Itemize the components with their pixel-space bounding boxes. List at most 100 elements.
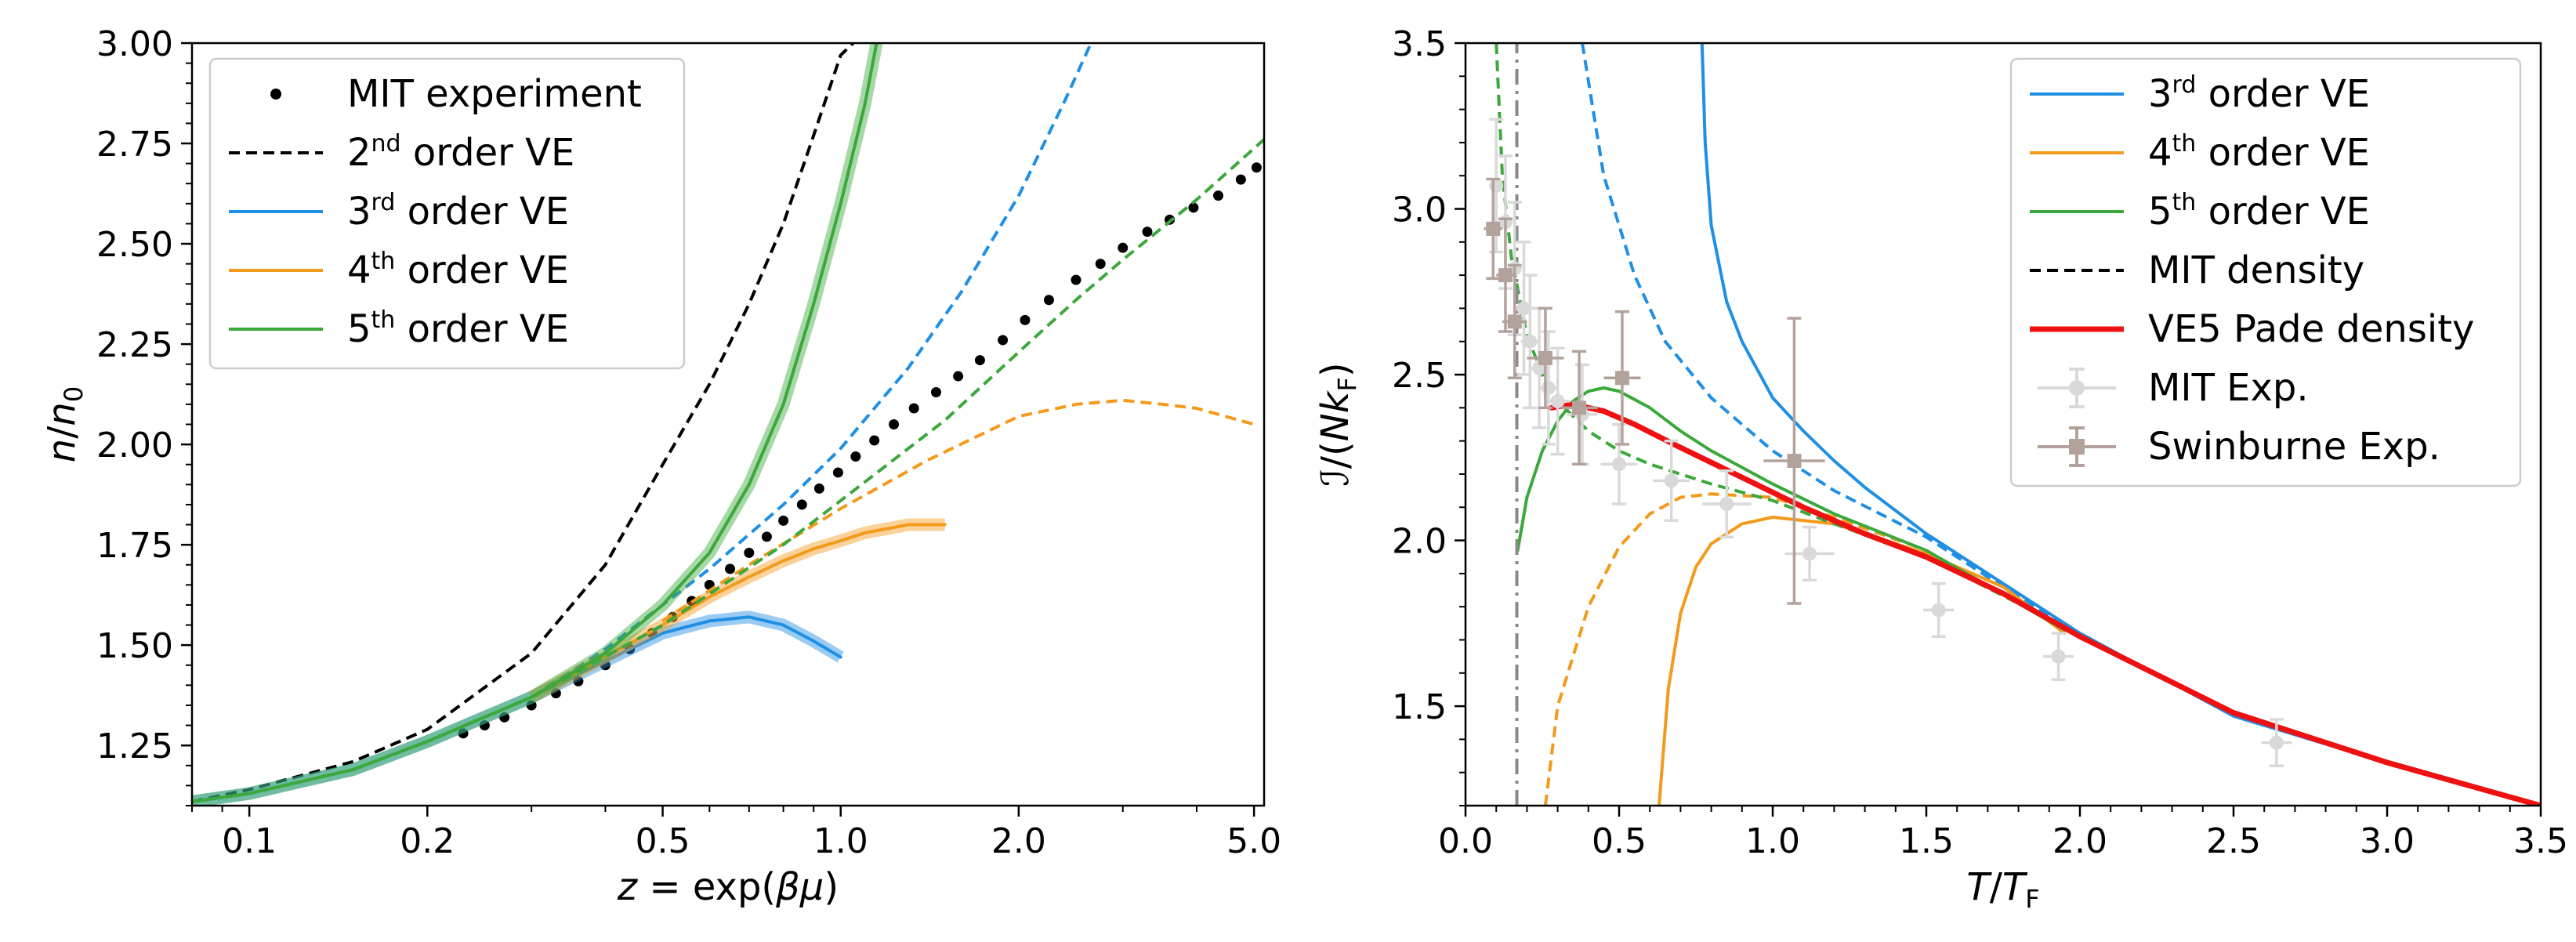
y-tick-label: 2.75 xyxy=(96,125,173,165)
series-line xyxy=(531,43,1092,699)
data-point xyxy=(526,700,537,711)
series-line xyxy=(1495,43,2066,629)
y-tick-label: 1.25 xyxy=(96,726,173,766)
legend-label: 3rd order VE xyxy=(2148,71,2370,116)
data-point xyxy=(1213,190,1224,201)
data-point xyxy=(832,467,843,478)
data-point xyxy=(1118,242,1129,253)
errorbar-point xyxy=(1545,346,1571,456)
data-point xyxy=(458,728,469,739)
data-point xyxy=(1043,295,1054,306)
data-point xyxy=(1251,162,1262,173)
data-point xyxy=(974,355,985,366)
legend-label: 4th order VE xyxy=(2148,130,2370,175)
data-point xyxy=(778,515,789,526)
y-tick-label: 1.5 xyxy=(1392,687,1447,727)
legend-label: Swinburne Exp. xyxy=(2148,425,2440,469)
x-tick-label: 0.5 xyxy=(1592,821,1647,861)
x-tick-label: 0.0 xyxy=(1438,821,1493,861)
data-point xyxy=(1095,259,1106,270)
x-tick-label: 0.1 xyxy=(222,821,277,861)
x-tick-label: 1.0 xyxy=(813,821,868,861)
errorbar-point xyxy=(1701,469,1752,539)
data-point xyxy=(813,483,824,494)
data-point xyxy=(850,451,861,462)
legend-entry: Swinburne Exp. xyxy=(2038,425,2440,469)
legend-label: MIT experiment xyxy=(347,72,642,116)
y-tick-label: 2.50 xyxy=(96,225,173,265)
data-point xyxy=(1188,202,1199,213)
x-tick-label: 2.0 xyxy=(991,821,1046,861)
y-tick-label: 2.25 xyxy=(96,325,173,365)
errorbar-point xyxy=(2261,718,2292,767)
y-tick-label: 3.00 xyxy=(96,24,173,64)
legend-box xyxy=(2009,57,2522,487)
legend-label: 3rd order VE xyxy=(347,189,569,234)
data-point xyxy=(744,547,755,558)
data-point xyxy=(761,531,772,542)
data-point xyxy=(1020,314,1031,325)
data-point xyxy=(1071,274,1081,285)
errorbar-point xyxy=(1923,582,1955,638)
legend-entry: 4th order VE xyxy=(2030,130,2370,175)
legend-label: MIT Exp. xyxy=(2148,366,2309,410)
data-point xyxy=(908,403,919,414)
legend-entry: MIT density xyxy=(2030,248,2364,292)
left-chart: 0.1 0.2 0.5 1.0 2.0 5.0 1.25 1.50 1.75 2.00 2.25 2.… xyxy=(40,24,1281,909)
legend-entry: VE5 Pade density xyxy=(2030,307,2474,351)
data-point xyxy=(1235,174,1246,185)
data-point xyxy=(869,435,880,446)
plot-area xyxy=(1484,43,2541,806)
x-tick-label: 2.5 xyxy=(2206,821,2261,861)
y-tick-label: 1.75 xyxy=(96,526,173,566)
y-tick-label: 3.5 xyxy=(1392,24,1447,64)
data-point xyxy=(550,688,561,699)
x-tick-label: 2.0 xyxy=(2052,821,2107,861)
data-point xyxy=(499,712,510,723)
errorbar-point xyxy=(1527,306,1564,410)
errorbar-point xyxy=(1784,525,1835,582)
legend-label: MIT density xyxy=(2148,248,2364,292)
series-line xyxy=(192,43,879,803)
x-axis-label: z = exp(βμ) xyxy=(617,865,839,909)
errorbar-point xyxy=(1653,439,1690,522)
y-axis-label: n/n0 xyxy=(40,386,89,462)
errorbar-point xyxy=(1603,310,1641,446)
errorbar-point xyxy=(1502,263,1527,380)
series-line xyxy=(1658,516,2067,806)
errorbar-point xyxy=(2042,632,2074,681)
data-point xyxy=(573,676,584,687)
data-point xyxy=(796,499,807,510)
errorbar-point xyxy=(1560,350,1598,466)
y-tick-label: 2.00 xyxy=(96,426,173,466)
right-chart: 0.0 0.5 1.0 1.5 2.0 2.5 3.0 3.5 1.5 2.0 2.5 3.0 3.5 T… xyxy=(1313,24,2568,914)
legend-label: VE5 Pade density xyxy=(2148,307,2474,351)
legend-entry: 3rd order VE xyxy=(229,189,569,234)
series-line xyxy=(1543,492,2066,806)
y-tick-label: 2.5 xyxy=(1392,356,1447,396)
y-tick-label: 2.0 xyxy=(1392,522,1447,562)
y-tick-label: 1.50 xyxy=(96,626,173,666)
axes-frame xyxy=(1464,42,2542,807)
data-point xyxy=(953,371,964,382)
x-tick-label: 0.5 xyxy=(636,821,690,861)
legend-entry: MIT Exp. xyxy=(2038,366,2309,410)
data-point xyxy=(889,419,900,429)
legend-marker xyxy=(270,89,281,100)
errorbar-point xyxy=(1514,241,1534,376)
legend-entry: MIT experiment xyxy=(270,72,642,116)
x-tick-label: 0.2 xyxy=(400,821,455,861)
y-tick-label: 3.0 xyxy=(1392,190,1447,230)
x-tick-label: 1.5 xyxy=(1899,821,1954,861)
plot-area xyxy=(192,43,1264,806)
x-tick-label: 5.0 xyxy=(1226,821,1281,861)
series-line xyxy=(1549,401,2541,806)
x-tick-label: 3.0 xyxy=(2360,821,2415,861)
errorbar-point xyxy=(1496,217,1515,333)
errorbar-point xyxy=(1520,274,1540,410)
data-point xyxy=(998,335,1009,346)
legend-box xyxy=(208,57,686,370)
